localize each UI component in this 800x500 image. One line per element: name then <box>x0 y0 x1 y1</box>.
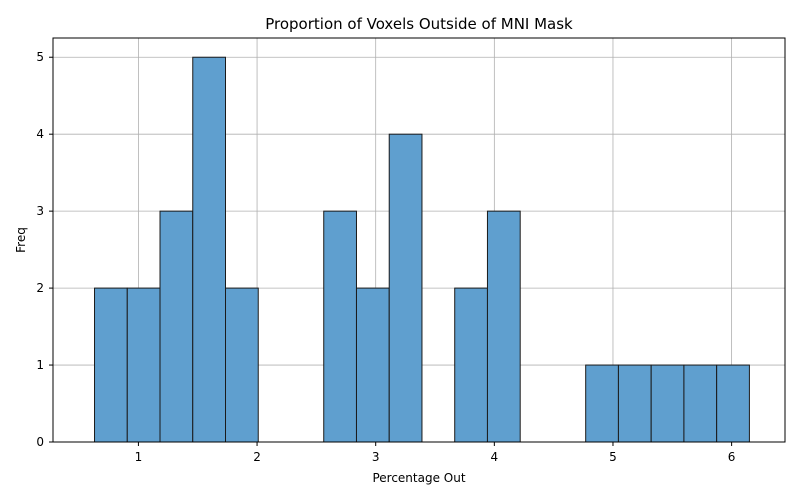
chart-title: Proportion of Voxels Outside of MNI Mask <box>265 15 573 33</box>
histogram-bar <box>192 56 227 443</box>
y-axis-label: Freq <box>14 227 28 253</box>
x-tick-label: 6 <box>728 450 736 464</box>
x-tick-label: 5 <box>609 450 617 464</box>
x-axis-label: Percentage Out <box>372 471 465 485</box>
histogram-bar <box>716 364 750 443</box>
y-tick-label: 0 <box>36 435 44 449</box>
histogram-bar <box>388 133 423 443</box>
histogram-bar <box>486 210 521 443</box>
y-tick-label: 5 <box>36 50 44 64</box>
x-tick-label: 2 <box>253 450 261 464</box>
histogram-bar <box>617 364 652 443</box>
bars <box>94 56 750 443</box>
histogram-bar <box>159 210 194 443</box>
y-tick-label: 1 <box>36 358 44 372</box>
histogram-bar <box>225 287 259 443</box>
histogram-bar <box>585 364 619 443</box>
y-ticks: 0 1 2 3 4 5 <box>36 50 53 449</box>
histogram-bar <box>323 210 357 443</box>
x-ticks: 1 2 3 4 5 6 <box>135 442 736 464</box>
x-tick-label: 3 <box>372 450 380 464</box>
plot-frame <box>52 37 786 443</box>
y-tick-label: 3 <box>36 204 44 218</box>
histogram-bar <box>126 287 161 443</box>
histogram-bar <box>94 287 128 443</box>
histogram-bar <box>454 287 488 443</box>
x-tick-label: 1 <box>135 450 143 464</box>
histogram-bar <box>355 287 390 443</box>
y-tick-label: 2 <box>36 281 44 295</box>
histogram-bar <box>683 364 718 443</box>
histogram-bar <box>650 364 685 443</box>
y-tick-label: 4 <box>36 127 44 141</box>
x-tick-label: 4 <box>491 450 499 464</box>
